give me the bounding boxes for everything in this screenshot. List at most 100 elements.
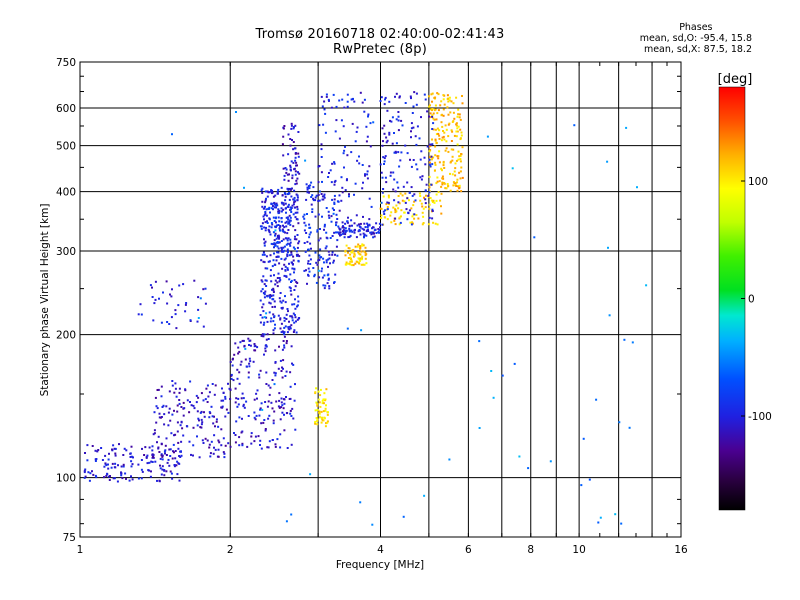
data-point (208, 446, 211, 449)
data-point (533, 236, 536, 239)
data-point (200, 423, 203, 426)
data-point (130, 475, 132, 478)
data-point (288, 325, 291, 328)
data-point (398, 96, 401, 99)
data-point (292, 417, 295, 420)
phase-stats-o: mean, sd,O: -95.4, 15.8 (639, 33, 752, 44)
data-point (342, 226, 345, 229)
data-point (259, 444, 261, 446)
data-point (293, 321, 296, 324)
data-point (263, 353, 265, 356)
data-point (178, 284, 181, 287)
data-point (277, 216, 280, 219)
data-point (103, 465, 106, 468)
data-point (296, 218, 299, 221)
data-point (221, 406, 224, 409)
colorbar-unit-label: [deg] (718, 72, 753, 87)
data-point (398, 165, 401, 168)
data-point (645, 284, 648, 287)
data-point (105, 474, 108, 477)
data-point (431, 92, 434, 95)
data-point (454, 174, 457, 177)
data-point (161, 465, 164, 468)
data-point (274, 374, 277, 377)
data-point (148, 446, 151, 449)
data-point (375, 232, 378, 234)
data-point (351, 250, 354, 253)
data-point (286, 239, 289, 242)
data-point (435, 199, 438, 202)
data-point (283, 429, 286, 432)
data-point (95, 458, 98, 460)
data-point (293, 189, 296, 192)
data-point (419, 176, 422, 179)
data-point (433, 96, 436, 99)
data-point (240, 431, 243, 434)
data-point (429, 112, 432, 115)
data-point (266, 320, 269, 323)
data-point (284, 325, 287, 328)
data-point (373, 229, 376, 232)
data-point (369, 145, 372, 148)
data-point (286, 268, 289, 271)
data-point (415, 103, 418, 106)
data-point (276, 224, 278, 227)
data-point (421, 223, 424, 226)
data-point (459, 177, 462, 180)
data-point (276, 438, 279, 441)
data-point (247, 371, 250, 374)
data-point (455, 96, 458, 99)
data-point (272, 422, 275, 425)
data-point (294, 124, 297, 127)
data-point (283, 125, 286, 127)
data-point (293, 199, 296, 202)
data-point (294, 156, 297, 159)
data-point (156, 479, 158, 482)
data-point (295, 238, 298, 241)
data-point (278, 236, 281, 239)
data-point (140, 313, 143, 316)
data-point (326, 413, 329, 416)
data-point (318, 276, 321, 279)
data-point (636, 186, 638, 189)
data-point (346, 154, 349, 157)
data-point (176, 430, 179, 433)
data-point (370, 205, 373, 208)
data-point (267, 384, 270, 387)
data-point (224, 415, 227, 418)
data-point (168, 407, 171, 410)
data-point (286, 232, 289, 235)
data-point (314, 422, 317, 425)
data-point (349, 253, 352, 256)
data-point (289, 289, 292, 292)
data-point (250, 435, 253, 438)
data-point (258, 376, 261, 379)
data-point (237, 346, 240, 349)
data-point (234, 387, 237, 390)
data-point (387, 194, 390, 197)
data-point (280, 240, 283, 242)
data-point (178, 391, 181, 394)
data-point (410, 207, 413, 210)
data-point (347, 236, 350, 239)
data-point (429, 116, 432, 119)
data-point (341, 186, 344, 189)
data-point (387, 201, 390, 204)
data-point (336, 231, 339, 234)
data-point (220, 428, 223, 431)
data-point (279, 317, 282, 320)
data-point (197, 396, 200, 399)
data-point (197, 308, 200, 311)
data-point (281, 228, 284, 231)
data-point (261, 191, 264, 194)
data-point (317, 269, 320, 272)
data-point (390, 221, 393, 224)
data-point (321, 195, 324, 198)
data-point (265, 312, 268, 315)
data-point (314, 199, 317, 202)
data-point (260, 422, 263, 425)
data-point (224, 397, 227, 400)
data-point (401, 194, 404, 197)
data-point (399, 159, 402, 162)
data-point (163, 450, 166, 453)
